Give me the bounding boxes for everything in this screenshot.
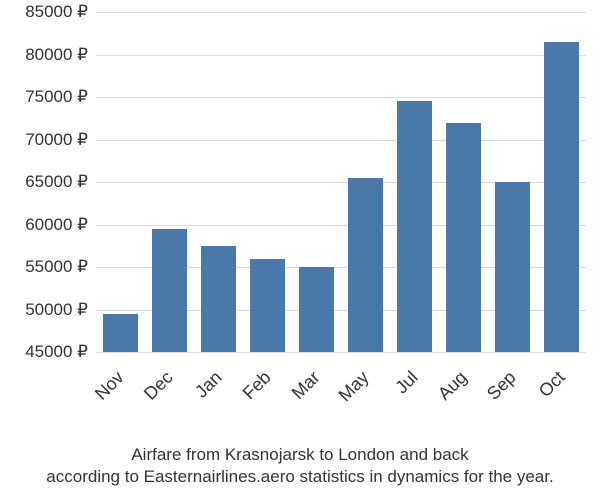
y-tick-label: 80000 ₽ [4,45,88,65]
plot-area: 45000 ₽50000 ₽55000 ₽60000 ₽65000 ₽70000… [96,12,586,352]
x-tick-label: Aug [414,367,471,424]
x-tick-label: May [316,367,373,424]
caption-line-1: Airfare from Krasnojarsk to London and b… [131,445,468,464]
bar [446,123,481,353]
grid-line [96,352,586,353]
bar [348,178,383,352]
caption-line-2: according to Easternairlines.aero statis… [46,467,553,486]
y-tick-label: 55000 ₽ [4,257,88,277]
y-tick-label: 50000 ₽ [4,300,88,320]
x-tick-label: Jan [169,367,226,424]
y-tick-label: 60000 ₽ [4,215,88,235]
bar [103,314,138,352]
y-tick-label: 65000 ₽ [4,172,88,192]
bars-layer [96,12,586,352]
bar [397,101,432,352]
bar [201,246,236,352]
x-tick-label: Nov [71,367,128,424]
x-tick-label: Oct [512,367,569,424]
y-tick-label: 45000 ₽ [4,342,88,362]
x-tick-label: Dec [120,367,177,424]
x-tick-label: Feb [218,367,275,424]
y-tick-label: 75000 ₽ [4,87,88,107]
bar [152,229,187,352]
bar [250,259,285,353]
x-tick-label: Mar [267,367,324,424]
chart-caption: Airfare from Krasnojarsk to London and b… [0,444,600,488]
airfare-bar-chart: 45000 ₽ 50000 ₽ 55000 ₽ 60000 ₽ 65000 ₽ 70000… [0,0,600,500]
y-tick-label: 70000 ₽ [4,130,88,150]
bar [299,267,334,352]
y-tick-label: 85000 ₽ [4,2,88,22]
x-tick-label: Jul [365,367,422,424]
bar [495,182,530,352]
bar [544,42,579,352]
x-tick-label: Sep [463,367,520,424]
